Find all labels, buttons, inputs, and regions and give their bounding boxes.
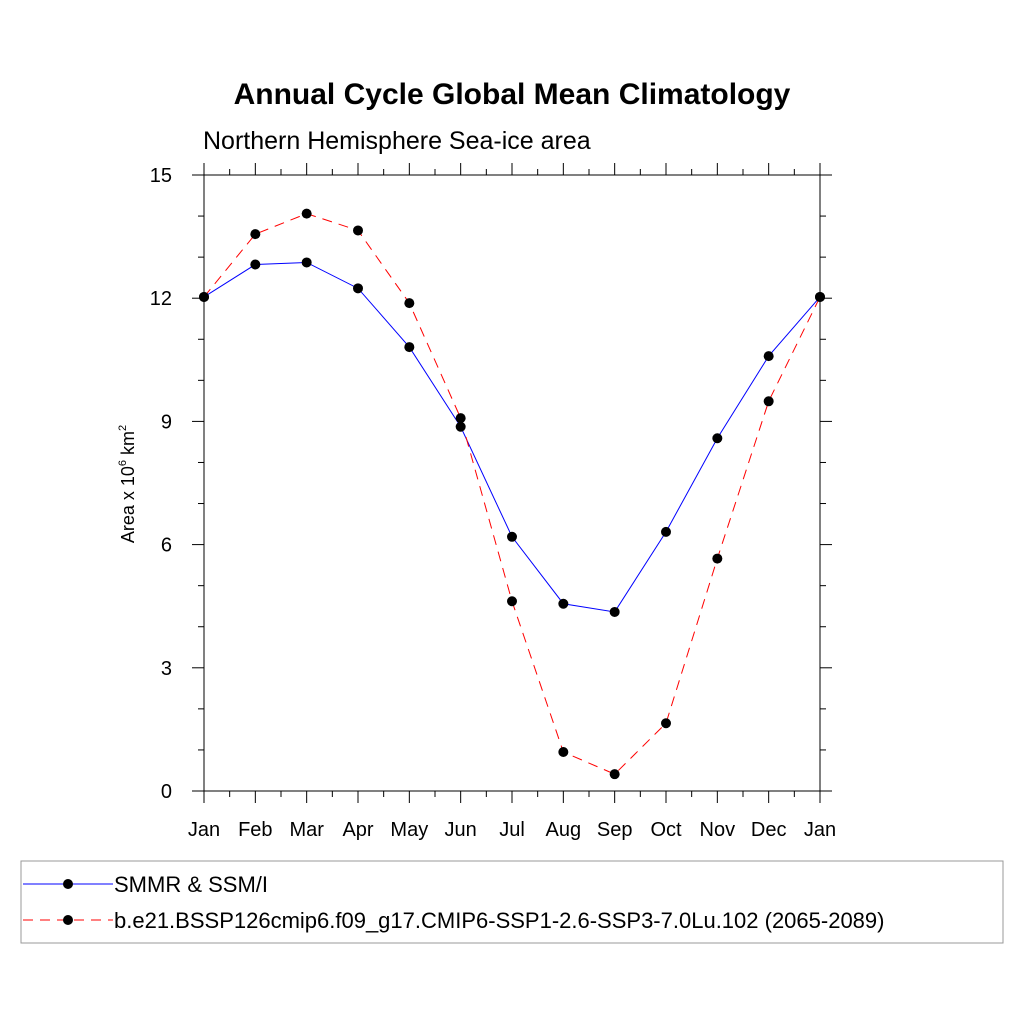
series-0-point bbox=[455, 421, 466, 432]
x-tick-label: Oct bbox=[650, 819, 682, 841]
y-axis-label-unit: km bbox=[118, 431, 138, 460]
series-1-point bbox=[763, 396, 774, 407]
series-1-point bbox=[455, 413, 466, 424]
x-tick-label: Apr bbox=[342, 819, 373, 841]
x-tick-label: Dec bbox=[751, 819, 787, 841]
series-1-point bbox=[250, 229, 261, 240]
y-tick-label: 15 bbox=[150, 165, 172, 187]
legend-marker-series-0 bbox=[63, 879, 73, 889]
series-0-point bbox=[404, 342, 415, 353]
legend-label-series-0: SMMR & SSM/I bbox=[114, 872, 268, 897]
series-1-point bbox=[301, 208, 312, 219]
plot-area: Jan Feb Mar Apr May Jun Jul Aug Sep Oct Nov Dec Jan 0… bbox=[150, 163, 836, 841]
x-tick-label: Jul bbox=[499, 819, 525, 841]
series-1-point bbox=[609, 769, 620, 780]
series-1-point bbox=[661, 718, 671, 729]
y-axis-label-exponent: 6 bbox=[117, 460, 129, 466]
x-tick-label: May bbox=[390, 819, 428, 841]
legend-box bbox=[20, 860, 1004, 944]
series-line-0 bbox=[203, 261, 821, 613]
series-1-point bbox=[353, 225, 363, 236]
y-tick-label: 6 bbox=[161, 535, 172, 557]
series-1-point bbox=[558, 746, 569, 757]
legend: SMMR & SSM/I b.e21.BSSP126cmip6.f09_g17.… bbox=[20, 860, 1004, 944]
legend-marker-series-1 bbox=[63, 915, 73, 925]
x-tick-label: Jan bbox=[188, 819, 220, 841]
y-tick-label: 9 bbox=[161, 411, 172, 433]
series-1-point bbox=[507, 596, 517, 607]
y-axis-label: Area x 106 km2 bbox=[117, 425, 138, 543]
series-0-point bbox=[353, 283, 363, 294]
series-0-point bbox=[507, 531, 517, 542]
series-0-point bbox=[712, 433, 723, 444]
x-tick-label: Sep bbox=[597, 819, 633, 841]
y-tick-label: 0 bbox=[161, 781, 172, 803]
y-axis-label-prefix: Area x 10 bbox=[118, 466, 138, 543]
series-0-point bbox=[609, 606, 620, 617]
series-0-point bbox=[558, 598, 569, 609]
x-tick-label: Mar bbox=[289, 819, 324, 841]
chart-title: Annual Cycle Global Mean Climatology bbox=[234, 78, 791, 111]
x-tick-label: Nov bbox=[700, 819, 736, 841]
x-tick-label: Jun bbox=[445, 819, 477, 841]
series-line-1 bbox=[203, 213, 821, 775]
x-tick-label: Feb bbox=[238, 819, 272, 841]
plot-frame bbox=[203, 174, 821, 792]
series-1-point bbox=[199, 291, 209, 302]
y-tick-label: 12 bbox=[150, 288, 172, 310]
x-tick-label: Aug bbox=[546, 819, 582, 841]
series-0-point bbox=[250, 259, 261, 270]
legend-label-series-1: b.e21.BSSP126cmip6.f09_g17.CMIP6-SSP1-2.… bbox=[114, 908, 884, 933]
x-tick-label: Jan bbox=[804, 819, 836, 841]
series-0-point bbox=[661, 526, 671, 537]
series-0-point bbox=[301, 257, 312, 268]
series-1-point bbox=[815, 291, 825, 302]
series-1-point bbox=[712, 553, 723, 564]
series-1-point bbox=[404, 298, 415, 309]
series-0-point bbox=[763, 351, 774, 362]
y-tick-label: 3 bbox=[161, 658, 172, 680]
y-axis-label-unit-exponent: 2 bbox=[117, 425, 129, 431]
chart-subtitle: Northern Hemisphere Sea-ice area bbox=[203, 127, 591, 155]
